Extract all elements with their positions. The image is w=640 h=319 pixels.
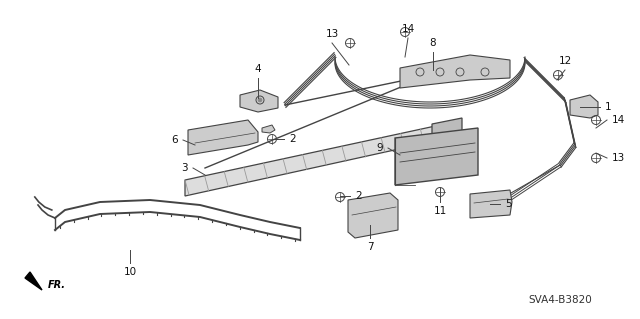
Text: 13: 13 bbox=[612, 153, 625, 163]
Polygon shape bbox=[240, 90, 278, 112]
Text: 12: 12 bbox=[558, 56, 572, 66]
Text: 1: 1 bbox=[605, 102, 612, 112]
Text: 4: 4 bbox=[255, 64, 261, 74]
Polygon shape bbox=[400, 55, 510, 88]
Text: 9: 9 bbox=[376, 143, 383, 153]
Text: 10: 10 bbox=[124, 267, 136, 277]
Polygon shape bbox=[470, 190, 512, 218]
Polygon shape bbox=[570, 95, 598, 118]
Polygon shape bbox=[25, 272, 42, 290]
Polygon shape bbox=[262, 125, 275, 133]
Polygon shape bbox=[185, 125, 440, 196]
Text: 3: 3 bbox=[181, 163, 188, 173]
Text: 8: 8 bbox=[429, 38, 436, 48]
Text: SVA4-B3820: SVA4-B3820 bbox=[528, 295, 592, 305]
Polygon shape bbox=[188, 120, 258, 155]
Text: FR.: FR. bbox=[48, 280, 66, 290]
Text: 14: 14 bbox=[401, 24, 415, 34]
Text: 14: 14 bbox=[612, 115, 625, 125]
Polygon shape bbox=[395, 128, 478, 185]
Text: 5: 5 bbox=[505, 199, 511, 209]
Text: 13: 13 bbox=[325, 29, 339, 39]
Text: 11: 11 bbox=[433, 206, 447, 216]
Text: 6: 6 bbox=[172, 135, 178, 145]
Circle shape bbox=[258, 98, 262, 102]
Text: 2: 2 bbox=[289, 134, 296, 144]
Polygon shape bbox=[348, 193, 398, 238]
Polygon shape bbox=[432, 118, 462, 149]
Text: 7: 7 bbox=[367, 242, 373, 252]
Text: 2: 2 bbox=[355, 191, 362, 201]
